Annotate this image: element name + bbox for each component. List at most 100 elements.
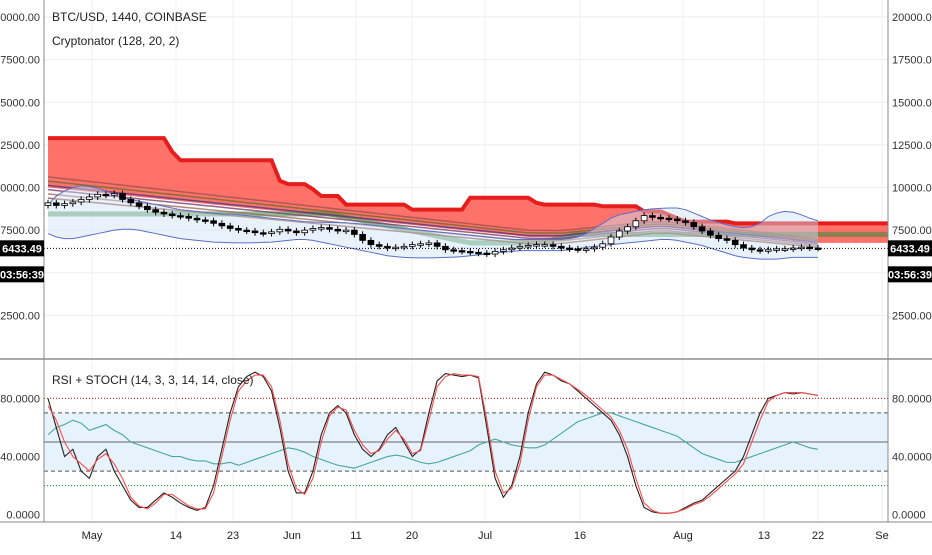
ribbon-line-5 xyxy=(47,176,819,240)
left-countdown-badge xyxy=(0,266,44,283)
time-tick-label: 14 xyxy=(170,530,182,542)
candle-body xyxy=(773,248,780,251)
candle-body xyxy=(268,231,275,234)
sub-right-tick: 0.0000 xyxy=(892,510,926,522)
candle-body xyxy=(624,226,631,232)
candle-body xyxy=(582,248,590,251)
candle-body xyxy=(731,239,739,246)
left-price-tick: 20000.00 xyxy=(0,12,40,24)
candle-body xyxy=(326,227,333,230)
candle-body xyxy=(781,248,789,251)
candle-body xyxy=(177,215,184,218)
sub-indicator-title: RSI + STOCH (14, 3, 3, 14, 14, close) xyxy=(52,373,254,387)
candle-body xyxy=(127,199,135,204)
candle-body xyxy=(251,230,259,234)
sub-right-axis[interactable]: 0.0000 40.0000 80.0000 xyxy=(892,393,932,521)
right-price-tick: 15000.00 xyxy=(892,97,932,109)
sub-left-axis[interactable]: 0.0000 40.0000 80.0000 xyxy=(0,393,40,521)
candle-body xyxy=(400,245,408,249)
candle-body xyxy=(549,244,557,247)
candle-body xyxy=(500,249,507,252)
rsi-stoch-pane[interactable]: RSI + STOCH (14, 3, 3, 14, 14, close) xyxy=(44,362,888,522)
candle-body xyxy=(351,229,358,235)
time-axis[interactable]: May 14 23 Jun 11 20 Jul 16 Aug 13 22 Se xyxy=(82,530,889,542)
candle-body xyxy=(541,244,549,247)
candle-body xyxy=(798,246,805,250)
candle-body xyxy=(69,201,77,205)
sub-right-tick: 80.0000 xyxy=(892,393,932,405)
right-price-tick: 7500.00 xyxy=(892,225,932,237)
candle-body xyxy=(218,222,226,227)
candle-body xyxy=(375,244,383,247)
candle-body xyxy=(259,232,267,235)
right-price-axis[interactable]: 2500.00 7500.00 10000.00 12500.00 15000.00 17… xyxy=(892,12,932,322)
candle-body xyxy=(450,249,457,252)
candle-body xyxy=(524,245,532,248)
band-fill xyxy=(48,185,818,260)
sub-right-tick: 40.0000 xyxy=(892,452,932,464)
candle-body xyxy=(44,202,52,206)
time-tick-label: 11 xyxy=(350,530,361,542)
candle-body xyxy=(77,199,85,203)
candle-body xyxy=(168,213,176,217)
candle-body xyxy=(508,247,515,251)
line-rsi xyxy=(47,412,819,469)
time-tick-label: May xyxy=(82,530,103,542)
candle-body xyxy=(599,243,607,248)
band-upper xyxy=(47,185,819,241)
candle-body xyxy=(384,245,391,249)
candle-body xyxy=(94,193,101,198)
left-countdown-text: 03:56:39 xyxy=(0,269,44,281)
sub-left-tick: 40.0000 xyxy=(0,452,40,464)
candle-body xyxy=(359,234,366,241)
cloud-upper-edge xyxy=(48,136,888,226)
ribbon-line-2 xyxy=(47,188,819,245)
left-last-price-badge xyxy=(0,240,44,257)
candle-body xyxy=(102,193,110,197)
left-price-axis[interactable]: 2500.00 7500.00 10000.00 12500.00 15000.00 17… xyxy=(0,12,40,322)
candle-body xyxy=(533,244,540,247)
candle-body xyxy=(409,244,416,247)
candle-body xyxy=(342,229,350,233)
left-price-tick: 10000.00 xyxy=(0,183,40,195)
indicator-title: Cryptonator (128, 20, 2) xyxy=(52,34,179,48)
candle-body xyxy=(698,226,706,232)
candle-body xyxy=(574,248,582,251)
candle-body xyxy=(317,227,325,230)
left-price-tick: 2500.00 xyxy=(0,310,40,322)
right-price-tick: 2500.00 xyxy=(892,310,932,322)
candle-body xyxy=(483,252,491,256)
candle-body xyxy=(293,230,300,234)
left-price-tick: 17500.00 xyxy=(0,55,40,67)
main-price-pane[interactable]: BTC/USD, 1440, COINBASE Cryptonator (128… xyxy=(44,0,888,358)
candle-body xyxy=(193,217,201,221)
candle-body xyxy=(475,251,482,255)
candle-body xyxy=(110,193,118,196)
symbol-title: BTC/USD, 1440, COINBASE xyxy=(52,10,207,24)
candle-body xyxy=(417,243,424,246)
sub-lines xyxy=(47,371,819,514)
candle-body xyxy=(516,245,524,249)
candle-body xyxy=(119,193,126,200)
candle-body xyxy=(243,229,251,233)
sub-left-tick: 80.0000 xyxy=(0,393,40,405)
time-tick-label: 16 xyxy=(574,530,586,542)
time-tick-label: 22 xyxy=(812,530,824,542)
candle-body xyxy=(185,216,193,219)
candle-body xyxy=(765,249,772,252)
candle-body xyxy=(135,202,143,207)
sub-left-tick: 0.0000 xyxy=(6,510,40,522)
right-countdown-badge xyxy=(888,266,932,283)
cloud-green-area xyxy=(48,211,888,246)
right-last-price-text: 6433.49 xyxy=(890,243,930,255)
candle-body xyxy=(301,229,308,234)
candle-body xyxy=(740,244,747,249)
candle-body xyxy=(442,245,449,251)
price-badges: 6433.49 03:56:39 6433.49 03:56:39 xyxy=(0,240,932,283)
time-tick-label: Jun xyxy=(283,530,301,542)
candle-body xyxy=(591,246,598,250)
candle-body xyxy=(210,220,217,224)
candle-body xyxy=(607,236,615,245)
